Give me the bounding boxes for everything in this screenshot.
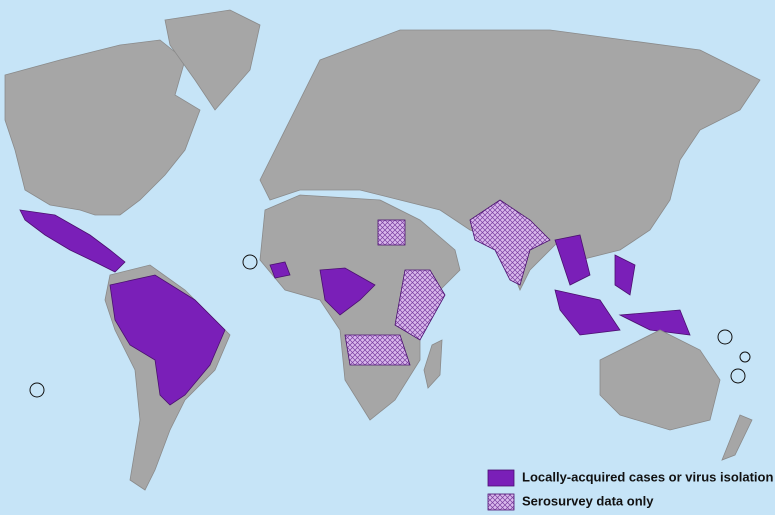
new-zealand bbox=[721, 414, 753, 461]
north-america bbox=[4, 39, 201, 216]
egypt bbox=[377, 219, 406, 246]
southeast-asia bbox=[554, 234, 591, 286]
legend-swatch bbox=[487, 469, 515, 487]
marker bbox=[739, 351, 751, 363]
marker bbox=[717, 329, 733, 345]
marker bbox=[730, 368, 746, 384]
legend-label: Serosurvey data only bbox=[522, 493, 654, 508]
philippines bbox=[614, 254, 636, 296]
eurasia bbox=[259, 29, 761, 291]
legend: Locally-acquired cases or virus isolatio… bbox=[487, 469, 773, 511]
central-africa bbox=[319, 267, 376, 316]
southern-africa bbox=[344, 334, 411, 366]
australia bbox=[599, 329, 721, 431]
west-africa bbox=[269, 261, 291, 279]
marker bbox=[242, 254, 258, 270]
mexico-central-america bbox=[19, 209, 126, 273]
east-africa bbox=[394, 269, 446, 341]
south-asia bbox=[469, 199, 551, 286]
south-america-affected bbox=[109, 274, 226, 406]
new-guinea bbox=[618, 309, 691, 336]
indonesia bbox=[554, 289, 621, 336]
greenland bbox=[164, 9, 261, 111]
marker bbox=[29, 382, 45, 398]
legend-label: Locally-acquired cases or virus isolatio… bbox=[522, 469, 773, 484]
madagascar bbox=[423, 339, 443, 389]
legend-swatch bbox=[487, 493, 515, 511]
